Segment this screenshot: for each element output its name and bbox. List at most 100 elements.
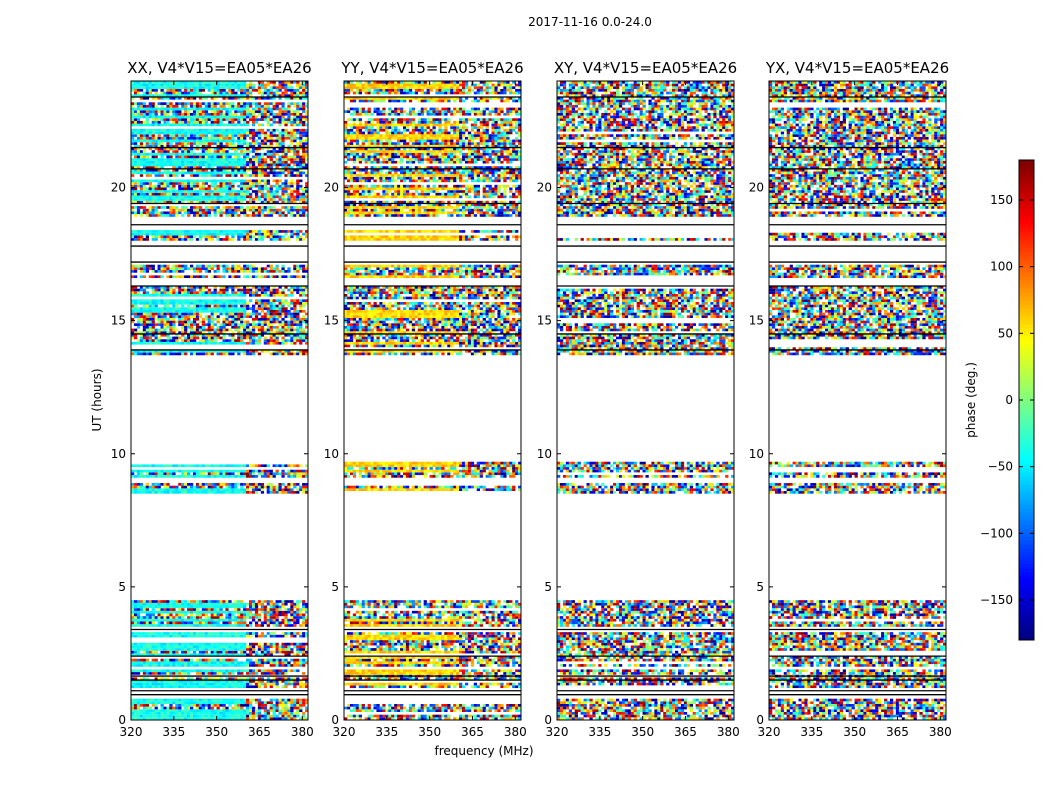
- colorbar-segment: [1019, 288, 1034, 293]
- panel-2-ytick-label: 5: [331, 580, 339, 594]
- colorbar-segment: [1019, 636, 1034, 641]
- colorbar-segment: [1019, 524, 1034, 529]
- colorbar-segment: [1019, 356, 1034, 361]
- colorbar-segment: [1019, 508, 1034, 513]
- colorbar-segment: [1019, 448, 1034, 453]
- panel-4-xtick-label: 380: [929, 725, 952, 739]
- colorbar-segment: [1019, 424, 1034, 429]
- panel-2-title: YY, V4*V15=EA05*EA26: [340, 59, 523, 77]
- colorbar-segment: [1019, 400, 1034, 405]
- colorbar-segment: [1019, 492, 1034, 497]
- colorbar-segment: [1019, 404, 1034, 409]
- colorbar-tick-label: −150: [980, 593, 1013, 607]
- colorbar-segment: [1019, 376, 1034, 381]
- colorbar-segment: [1019, 544, 1034, 549]
- panel-3-xtick-label: 380: [717, 725, 740, 739]
- colorbar-segment: [1019, 440, 1034, 445]
- panel-1-xtick-label: 320: [120, 725, 143, 739]
- panel-1-frame: [130, 80, 309, 721]
- colorbar-segment: [1019, 480, 1034, 485]
- colorbar-segment: [1019, 632, 1034, 637]
- colorbar-segment: [1019, 184, 1034, 189]
- colorbar-segment: [1019, 624, 1034, 629]
- x-axis-label: frequency (MHz): [434, 744, 533, 758]
- panel-4-ytick-label: 0: [756, 713, 764, 727]
- panel-1-ytick-label: 5: [118, 580, 126, 594]
- panel-4-ytick-label: 15: [749, 314, 764, 328]
- colorbar-tick-label: −50: [988, 460, 1013, 474]
- panel-2-xtick-label: 320: [333, 725, 356, 739]
- panel-3-phase-image: [557, 81, 734, 720]
- panel-1: XX, V4*V15=EA05*EA26 320 335 350 365 380 0 5 10 1…: [111, 59, 314, 739]
- colorbar-segment: [1019, 464, 1034, 469]
- panel-4-ytick-label: 5: [756, 580, 764, 594]
- panel-3: XY, V4*V15=EA05*EA26 320 335 350 365 380 0 5 10 1…: [537, 59, 740, 739]
- colorbar-label: phase (deg.): [964, 362, 978, 438]
- colorbar-segment: [1019, 476, 1034, 481]
- colorbar-segment: [1019, 428, 1034, 433]
- colorbar-segment: [1019, 488, 1034, 493]
- colorbar-segment: [1019, 368, 1034, 373]
- colorbar-segment: [1019, 500, 1034, 505]
- colorbar-segment: [1019, 240, 1034, 245]
- colorbar-segment: [1019, 604, 1034, 609]
- panel-2-xtick-label: 365: [461, 725, 484, 739]
- panel-4-frame: [768, 80, 947, 721]
- colorbar-segment: [1019, 360, 1034, 365]
- panel-4-title: YX, V4*V15=EA05*EA26: [765, 59, 949, 77]
- colorbar-segment: [1019, 172, 1034, 177]
- panel-2-ytick-label: 20: [324, 181, 339, 195]
- colorbar-segment: [1019, 252, 1034, 257]
- colorbar-segment: [1019, 520, 1034, 525]
- colorbar-segment: [1019, 452, 1034, 457]
- panel-4-xtick-label: 335: [800, 725, 823, 739]
- panel-1-phase-image: [131, 81, 308, 720]
- panel-3-title: XY, V4*V15=EA05*EA26: [554, 59, 737, 77]
- colorbar-tick-label: 100: [990, 260, 1013, 274]
- colorbar-segment: [1019, 588, 1034, 593]
- panel-2-ytick-label: 15: [324, 314, 339, 328]
- panel-2-phase-image: [344, 81, 521, 720]
- panel-1-xtick-label: 380: [291, 725, 314, 739]
- colorbar-segment: [1019, 592, 1034, 597]
- colorbar-segment: [1019, 364, 1034, 369]
- colorbar-tick-label: −100: [980, 526, 1013, 540]
- colorbar-segment: [1019, 412, 1034, 417]
- panel-2-xtick-label: 380: [504, 725, 527, 739]
- colorbar-segment: [1019, 348, 1034, 353]
- colorbar-segment: [1019, 552, 1034, 557]
- colorbar-segment: [1019, 388, 1034, 393]
- colorbar-segment: [1019, 332, 1034, 337]
- colorbar-segment: [1019, 616, 1034, 621]
- colorbar-segment: [1019, 272, 1034, 277]
- colorbar-tick-label: 50: [998, 326, 1013, 340]
- colorbar-segment: [1019, 164, 1034, 169]
- colorbar-segment: [1019, 284, 1034, 289]
- panel-3-ytick-label: 0: [544, 713, 552, 727]
- colorbar-segment: [1019, 444, 1034, 449]
- colorbar-segment: [1019, 324, 1034, 329]
- colorbar-segment: [1019, 328, 1034, 333]
- colorbar-segment: [1019, 420, 1034, 425]
- colorbar-segment: [1019, 600, 1034, 605]
- panel-3-ytick-label: 15: [537, 314, 552, 328]
- panel-4-phase-image: [769, 81, 946, 720]
- colorbar-segment: [1019, 244, 1034, 249]
- colorbar-segment: [1019, 564, 1034, 569]
- colorbar-segment: [1019, 204, 1034, 209]
- colorbar-segment: [1019, 484, 1034, 489]
- panel-3-xtick-label: 365: [674, 725, 697, 739]
- colorbar-segment: [1019, 236, 1034, 241]
- colorbar-segment: [1019, 560, 1034, 565]
- colorbar-segment: [1019, 192, 1034, 197]
- colorbar-segment: [1019, 460, 1034, 465]
- panel-4-ytick-label: 10: [749, 447, 764, 461]
- panel-2: YY, V4*V15=EA05*EA26 320 335 350 365 380 0 5 10 1…: [324, 59, 527, 739]
- panel-1-ytick-label: 15: [111, 314, 126, 328]
- colorbar-segment: [1019, 548, 1034, 553]
- panel-3-xtick-label: 350: [631, 725, 654, 739]
- colorbar-segment: [1019, 296, 1034, 301]
- panel-1-ytick-label: 10: [111, 447, 126, 461]
- colorbar-segment: [1019, 568, 1034, 573]
